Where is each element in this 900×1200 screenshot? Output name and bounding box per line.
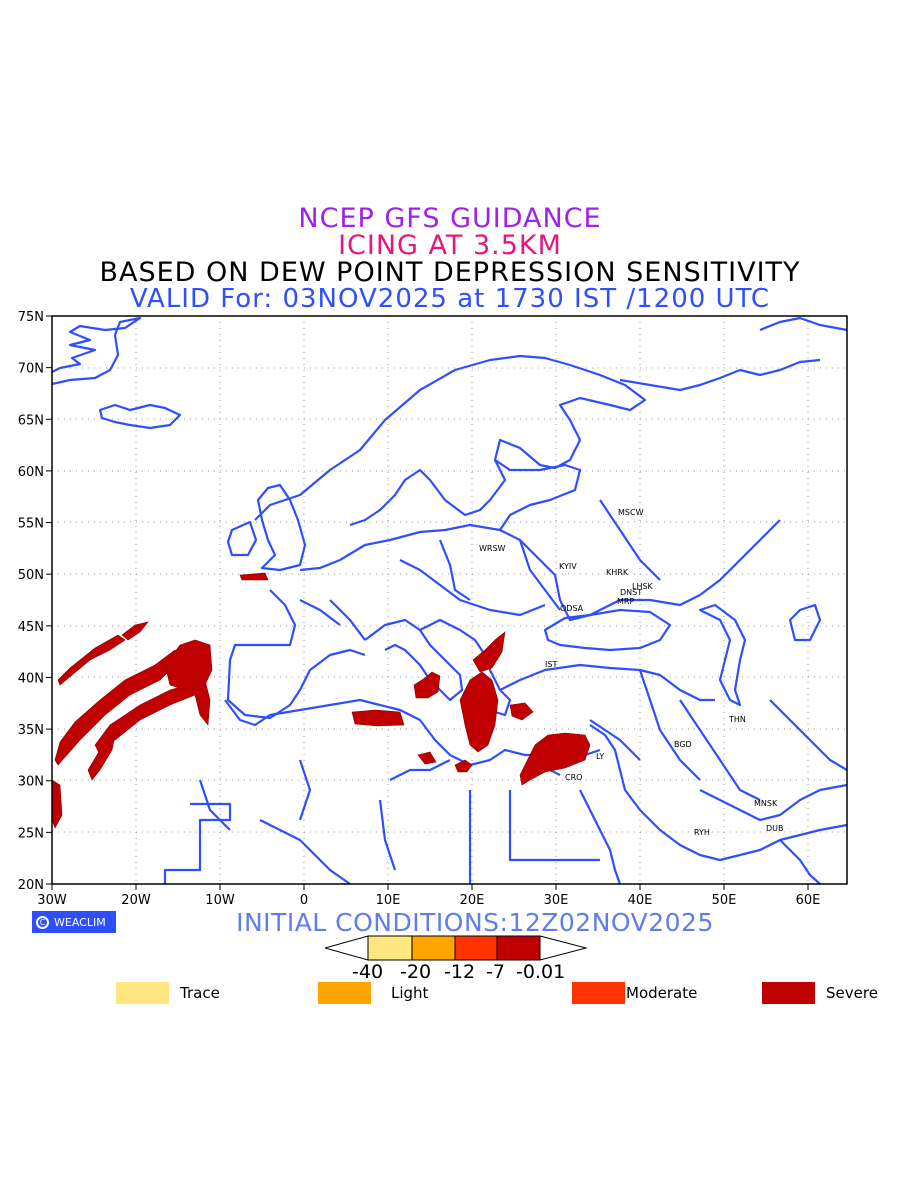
y-axis-label: 75N bbox=[18, 310, 44, 325]
city-label: CRO bbox=[565, 773, 582, 782]
map-background bbox=[52, 316, 847, 884]
y-axis-label: 50N bbox=[18, 568, 44, 583]
y-axis-label: 45N bbox=[18, 620, 44, 635]
icing-region-atlantic-1 bbox=[57, 634, 126, 686]
legend-swatch-severe bbox=[762, 982, 815, 1004]
city-label: ODSA bbox=[560, 604, 584, 613]
initial-conditions: INITIAL CONDITIONS:12Z02NOV2025 bbox=[236, 908, 714, 937]
city-label: LY bbox=[596, 752, 604, 761]
icing-region-atlantic-5 bbox=[87, 734, 116, 781]
city-label: KHRK bbox=[606, 568, 629, 577]
icing-region-biscay bbox=[239, 572, 269, 581]
x-axis-label: 30W bbox=[37, 893, 67, 905]
x-axis-label: 20W bbox=[121, 893, 151, 905]
chart-title-line2: ICING AT 3.5KM bbox=[338, 230, 562, 261]
weaclim-logo[interactable]: C WEACLIM bbox=[32, 911, 116, 933]
x-axis-label: 60E bbox=[796, 893, 821, 905]
y-axis-label: 20N bbox=[18, 878, 44, 893]
icing-region-aegean bbox=[509, 702, 534, 721]
y-axis-labels: 75N 70N 65N 60N 55N 50N 45N 40N 35N 30N 25N 20N bbox=[18, 310, 52, 893]
y-axis-label: 30N bbox=[18, 775, 44, 790]
city-label: BGD bbox=[674, 740, 692, 749]
chart-title-line3: BASED ON DEW POINT DEPRESSION SENSITIVIT… bbox=[99, 257, 801, 288]
legend-label-moderate: Moderate bbox=[626, 984, 698, 1002]
icing-region-crete bbox=[454, 759, 473, 773]
legend-label-trace: Trace bbox=[180, 984, 220, 1002]
city-label: DNST bbox=[620, 588, 642, 597]
colorbar-segment-light bbox=[411, 935, 456, 961]
icing-region-ionian bbox=[459, 671, 499, 753]
legend-swatch-light bbox=[318, 982, 371, 1004]
city-label: IST bbox=[545, 660, 557, 669]
x-axis-label: 20E bbox=[460, 893, 485, 905]
x-axis-label: 10E bbox=[376, 893, 401, 905]
colorbar-tick: -7 bbox=[486, 961, 505, 983]
colorbar-left-arrow bbox=[325, 935, 369, 961]
icing-map: 75N 70N 65N 60N 55N 50N 45N 40N 35N 30N 25N 20N 30W… bbox=[18, 310, 848, 905]
colorbar-tick: -40 bbox=[352, 961, 384, 983]
colorbar-tick: -0.01 bbox=[516, 961, 566, 983]
y-axis-label: 40N bbox=[18, 671, 44, 686]
city-label: LHSK bbox=[632, 582, 654, 591]
icing-region-atlantic-4 bbox=[164, 639, 213, 691]
y-axis-label: 65N bbox=[18, 413, 44, 428]
city-label: MRP bbox=[617, 597, 634, 606]
colorbar-tick: -20 bbox=[400, 961, 432, 983]
x-axis-label: 50E bbox=[712, 893, 737, 905]
icing-region-sicily bbox=[413, 671, 441, 699]
y-axis-label: 35N bbox=[18, 723, 44, 738]
icing-region-levant bbox=[519, 732, 591, 786]
weaclim-logo-text: WEACLIM bbox=[54, 915, 106, 929]
x-axis-label: 10W bbox=[205, 893, 235, 905]
icing-region-libya-coast bbox=[417, 751, 437, 765]
y-axis-label: 55N bbox=[18, 517, 44, 532]
icing-region-atlantic-3 bbox=[94, 679, 211, 756]
y-axis-label: 70N bbox=[18, 362, 44, 377]
chart-title-line1: NCEP GFS GUIDANCE bbox=[298, 203, 602, 234]
y-axis-label: 60N bbox=[18, 465, 44, 480]
map-frame bbox=[51, 315, 848, 885]
weaclim-logo-icon: C bbox=[36, 915, 49, 929]
icing-region-adriatic bbox=[472, 631, 506, 673]
colorbar-tick: -12 bbox=[444, 961, 476, 983]
colorbar-segment-trace bbox=[367, 935, 413, 961]
legend-swatch-moderate bbox=[572, 982, 625, 1004]
city-label: WRSW bbox=[479, 544, 506, 553]
y-axis-label: 25N bbox=[18, 826, 44, 841]
colorbar-right-arrow bbox=[539, 935, 587, 961]
city-label: THN bbox=[728, 715, 746, 724]
colorbar-segment-severe bbox=[496, 935, 541, 961]
icing-region-atlantic-7 bbox=[121, 621, 149, 641]
colorbar bbox=[325, 935, 587, 961]
colorbar-segment-moderate bbox=[454, 935, 498, 961]
chart-title-valid-time: VALID For: 03NOV2025 at 1730 IST /1200 U… bbox=[129, 284, 771, 314]
city-label: DUB bbox=[766, 824, 784, 833]
icing-region-sardinia-tunisia bbox=[351, 709, 405, 727]
city-label: RYH bbox=[694, 828, 710, 837]
x-axis-label: 0 bbox=[300, 893, 308, 905]
x-axis-label: 40E bbox=[628, 893, 653, 905]
graticule bbox=[52, 316, 847, 884]
city-label: KYIV bbox=[559, 562, 577, 571]
icing-region-atlantic-2 bbox=[54, 649, 181, 766]
severe-icing-regions bbox=[51, 572, 591, 829]
legend-swatch-trace bbox=[116, 982, 169, 1004]
legend-label-light: Light bbox=[391, 984, 429, 1002]
city-label: MNSK bbox=[754, 799, 778, 808]
x-axis-label: 30E bbox=[544, 893, 569, 905]
city-label: MSCW bbox=[618, 508, 644, 517]
x-axis-labels: 30W 20W 10W 0 10E 20E 30E 40E 50E 60E bbox=[37, 884, 820, 905]
legend-label-severe: Severe bbox=[826, 984, 878, 1002]
